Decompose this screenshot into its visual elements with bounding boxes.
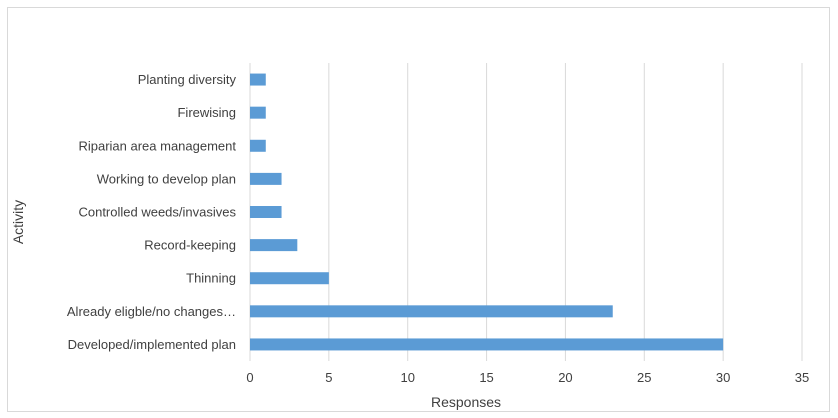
category-label: Already eligble/no changes… (67, 304, 236, 319)
category-label: Thinning (186, 271, 236, 286)
category-label: Controlled weeds/invasives (78, 205, 236, 220)
x-tick-label: 0 (246, 370, 253, 385)
x-tick-labels: 0 5 10 15 20 25 30 35 (246, 370, 809, 385)
chart-frame: Planting diversity Firewising Riparian are… (7, 7, 830, 412)
y-axis-title: Activity (10, 200, 26, 244)
category-label: Developed/implemented plan (68, 337, 236, 352)
category-label: Firewising (177, 105, 236, 120)
bar (250, 206, 282, 218)
bar (250, 73, 266, 86)
bar (250, 272, 329, 285)
bar (250, 106, 266, 119)
x-tick-label: 5 (325, 370, 332, 385)
x-tick-label: 30 (716, 370, 730, 385)
category-label: Record-keeping (144, 238, 236, 253)
bar (250, 139, 266, 152)
x-axis-title: Responses (431, 394, 501, 410)
bar (250, 172, 282, 185)
x-tick-label: 25 (637, 370, 651, 385)
category-label: Riparian area management (78, 138, 236, 153)
bar-chart: Planting diversity Firewising Riparian are… (10, 63, 809, 410)
x-tick-label: 20 (558, 370, 572, 385)
x-tick-label: 35 (795, 370, 809, 385)
x-tick-label: 15 (479, 370, 493, 385)
bar (250, 338, 724, 351)
bar (250, 305, 613, 318)
bars (250, 73, 724, 351)
category-label: Working to develop plan (97, 171, 236, 186)
category-labels: Planting diversity Firewising Riparian are… (67, 72, 237, 352)
bar (250, 239, 298, 252)
gridlines (249, 63, 803, 361)
category-label: Planting diversity (138, 72, 237, 87)
x-tick-label: 10 (400, 370, 414, 385)
